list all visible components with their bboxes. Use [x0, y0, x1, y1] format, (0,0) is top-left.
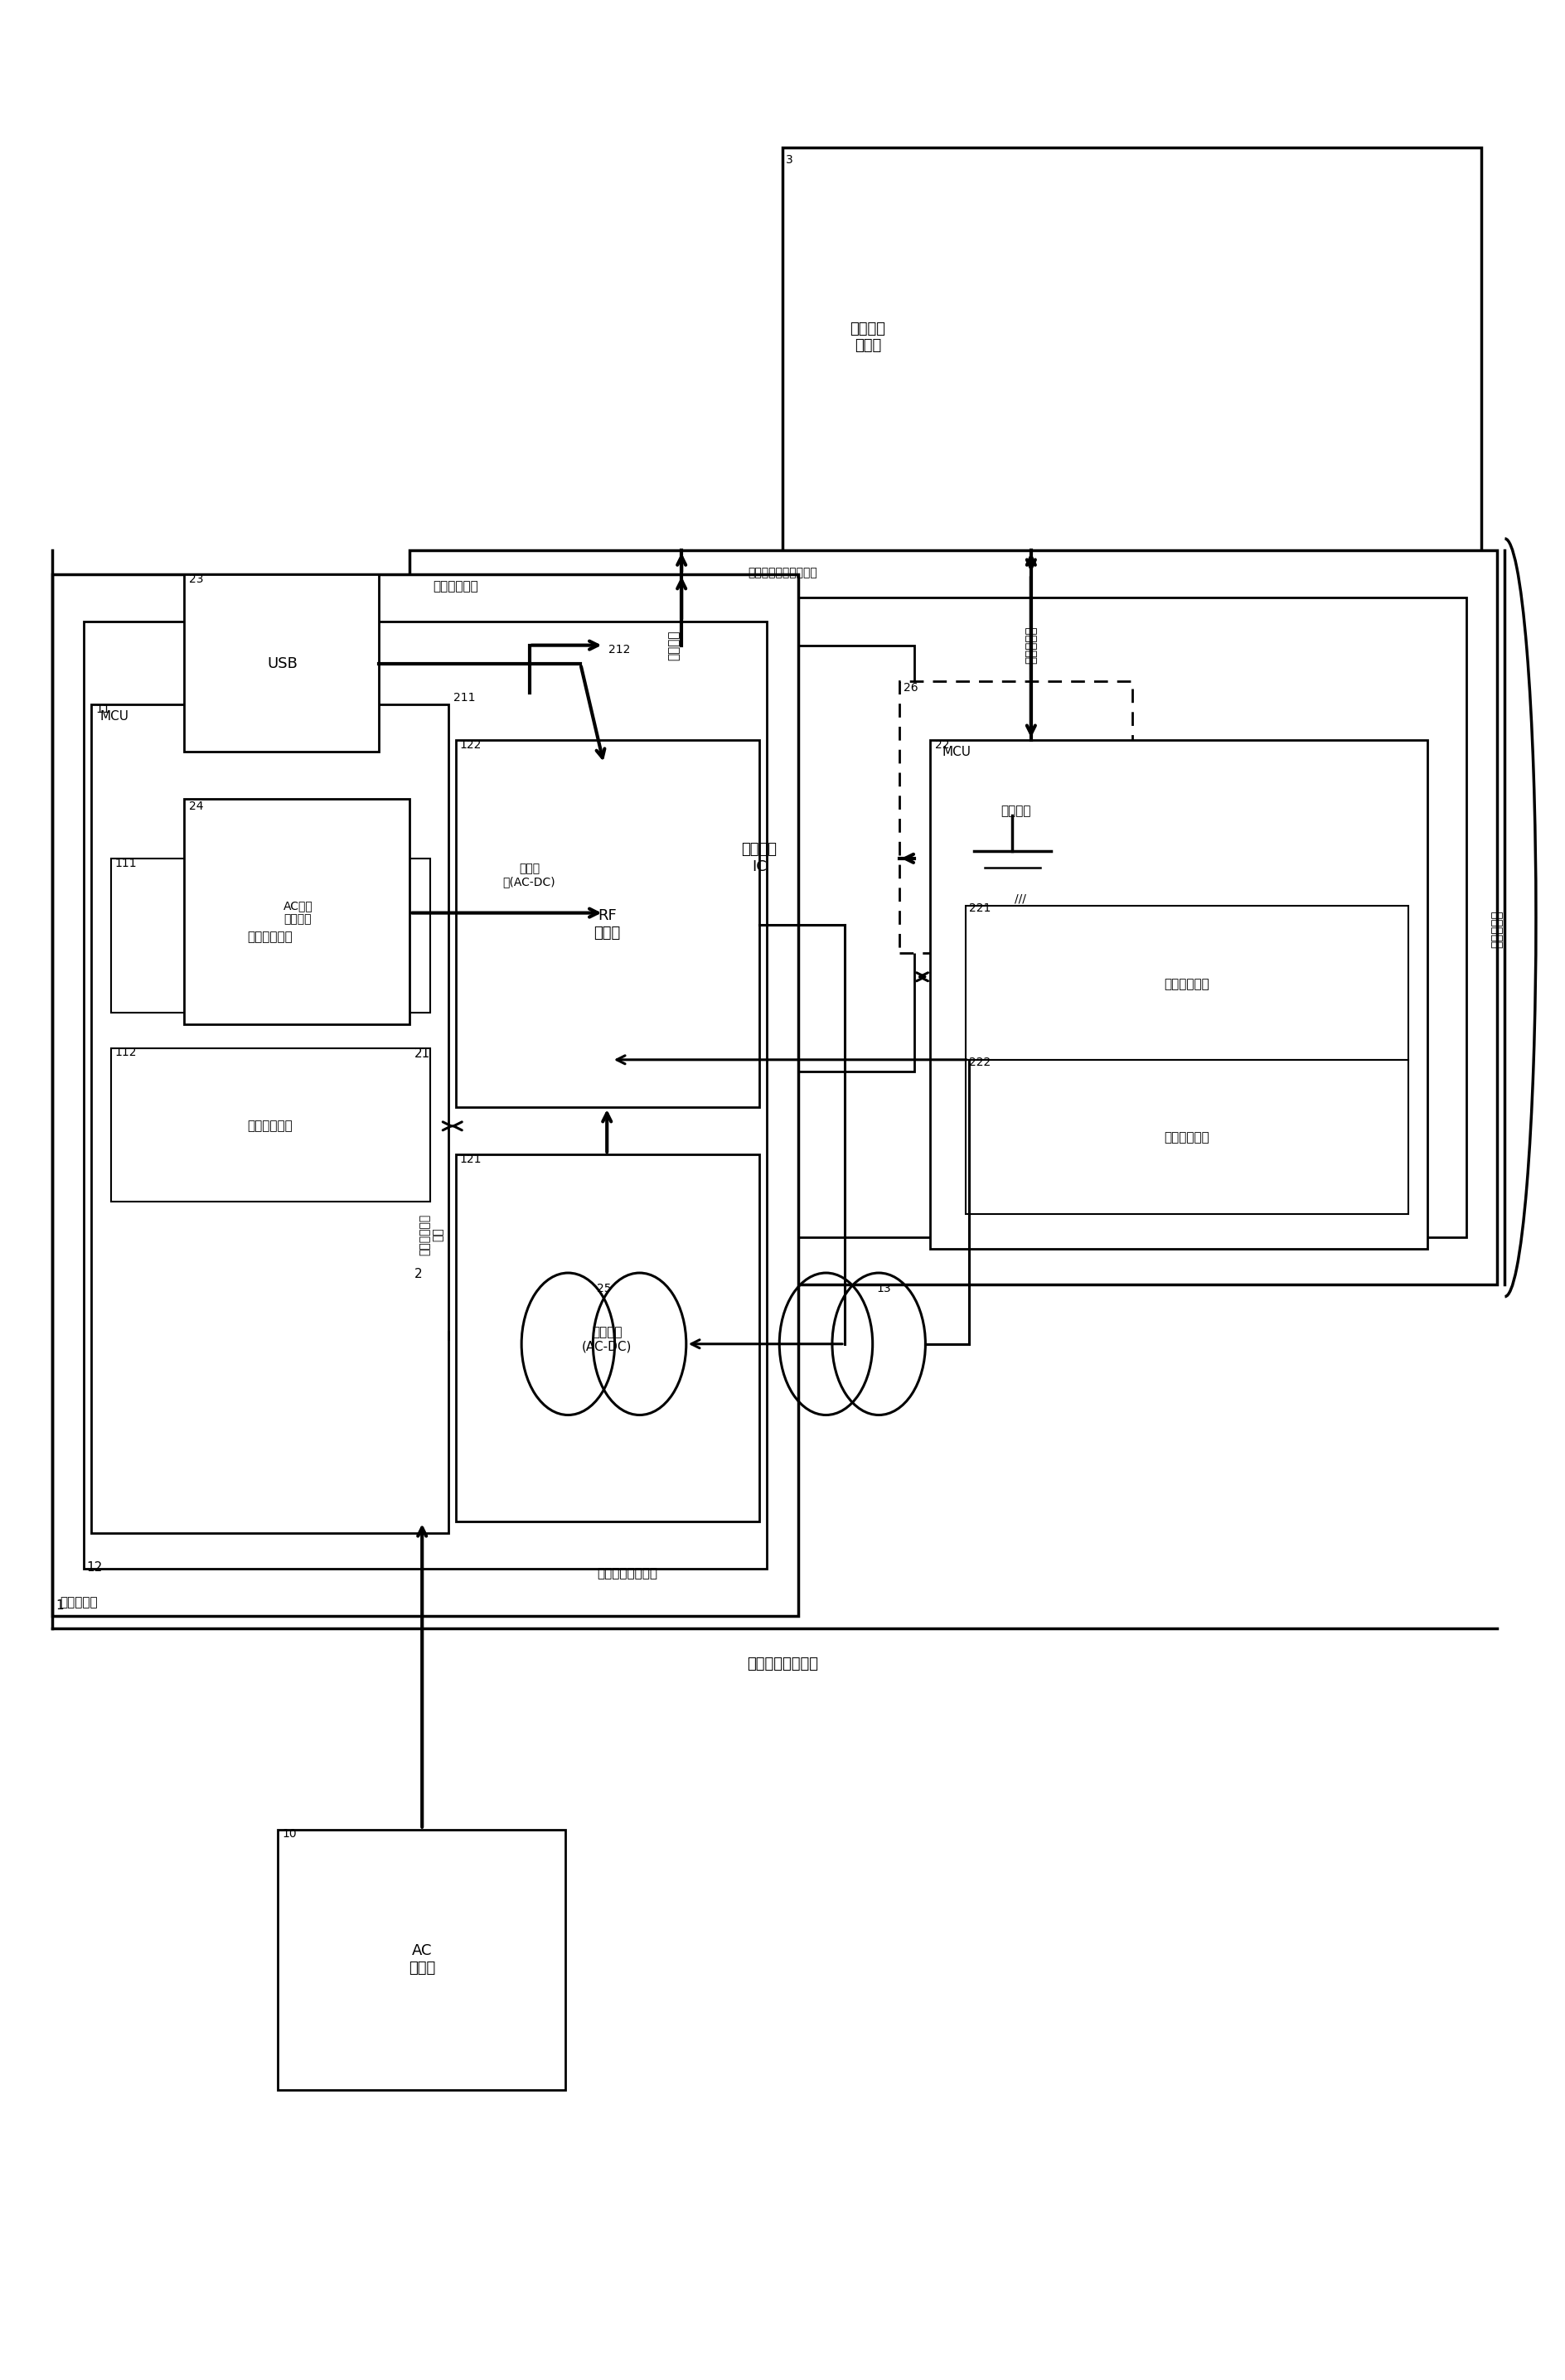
Bar: [457, 1154, 759, 1521]
Text: 11: 11: [95, 704, 111, 714]
Bar: [410, 550, 1498, 1285]
Text: 认证处理功能: 认证处理功能: [1164, 978, 1210, 990]
Text: MCU: MCU: [942, 745, 970, 759]
Text: 21: 21: [415, 1047, 430, 1059]
Text: 密码处理功能: 密码处理功能: [247, 1121, 293, 1133]
Text: 整流电路
(AC-DC): 整流电路 (AC-DC): [582, 1326, 632, 1352]
Bar: [441, 597, 1466, 1238]
Text: USB: USB: [268, 657, 297, 671]
Bar: [185, 800, 410, 1023]
Text: 功率接收
側系统: 功率接收 側系统: [850, 321, 886, 352]
Text: 串行通信等: 串行通信等: [1025, 626, 1038, 664]
Text: 3: 3: [786, 155, 793, 167]
Bar: [111, 859, 430, 1012]
Text: 221: 221: [969, 902, 991, 914]
Text: 222: 222: [969, 1057, 991, 1069]
Text: 功率供应: 功率供应: [668, 631, 679, 659]
Bar: [930, 740, 1427, 1250]
Text: 密码处理功能: 密码处理功能: [1164, 1130, 1210, 1145]
Text: 212: 212: [609, 645, 631, 657]
Text: AC
适配器: AC 适配器: [408, 1944, 435, 1975]
Text: 1: 1: [55, 1599, 64, 1611]
Text: 112: 112: [114, 1047, 136, 1059]
Text: 电池充电
IC: 电池充电 IC: [742, 843, 776, 873]
Text: 10: 10: [282, 1828, 297, 1840]
Bar: [185, 574, 379, 752]
Text: 122: 122: [460, 738, 480, 750]
Bar: [83, 621, 767, 1568]
Text: 2: 2: [415, 1269, 423, 1280]
Text: 整流电
路(AC-DC): 整流电 路(AC-DC): [502, 862, 556, 888]
Text: 211: 211: [454, 693, 476, 702]
Text: 功率接收控制: 功率接收控制: [434, 581, 479, 593]
Bar: [782, 148, 1482, 574]
Text: 功率发送控制电路: 功率发送控制电路: [596, 1568, 657, 1580]
Text: RF
驱动器: RF 驱动器: [593, 909, 620, 940]
Text: 13: 13: [876, 1283, 890, 1295]
Bar: [111, 1047, 430, 1202]
Text: 25: 25: [596, 1283, 610, 1295]
Text: 二次电池: 二次电池: [1000, 804, 1031, 816]
Text: 认证处理功能: 认证处理功能: [247, 931, 293, 942]
Text: 26: 26: [903, 683, 919, 693]
Text: 功率发送側: 功率发送側: [59, 1597, 99, 1609]
Bar: [966, 1059, 1408, 1214]
Bar: [91, 704, 449, 1533]
Text: 111: 111: [114, 857, 136, 869]
Bar: [457, 740, 759, 1107]
Text: 12: 12: [86, 1561, 102, 1573]
Bar: [604, 645, 914, 1071]
Text: ///: ///: [1014, 892, 1027, 904]
Bar: [966, 907, 1408, 1059]
Bar: [898, 681, 1131, 952]
Text: 23: 23: [189, 574, 203, 585]
Bar: [52, 574, 798, 1616]
Text: 功率接收側: 功率接收側: [1491, 912, 1504, 947]
Text: 功率接收控制
电路: 功率接收控制 电路: [419, 1214, 444, 1254]
Text: 串行通信，功率供应等: 串行通信，功率供应等: [748, 566, 817, 578]
Text: MCU: MCU: [100, 709, 128, 724]
Text: AC电源
耦接接口: AC电源 耦接接口: [283, 900, 313, 926]
Bar: [277, 1830, 565, 2090]
Bar: [449, 693, 612, 1059]
Text: 无线功率发送系统: 无线功率发送系统: [747, 1656, 818, 1671]
Text: 22: 22: [934, 738, 950, 750]
Text: 24: 24: [189, 800, 203, 812]
Text: 121: 121: [460, 1154, 482, 1166]
